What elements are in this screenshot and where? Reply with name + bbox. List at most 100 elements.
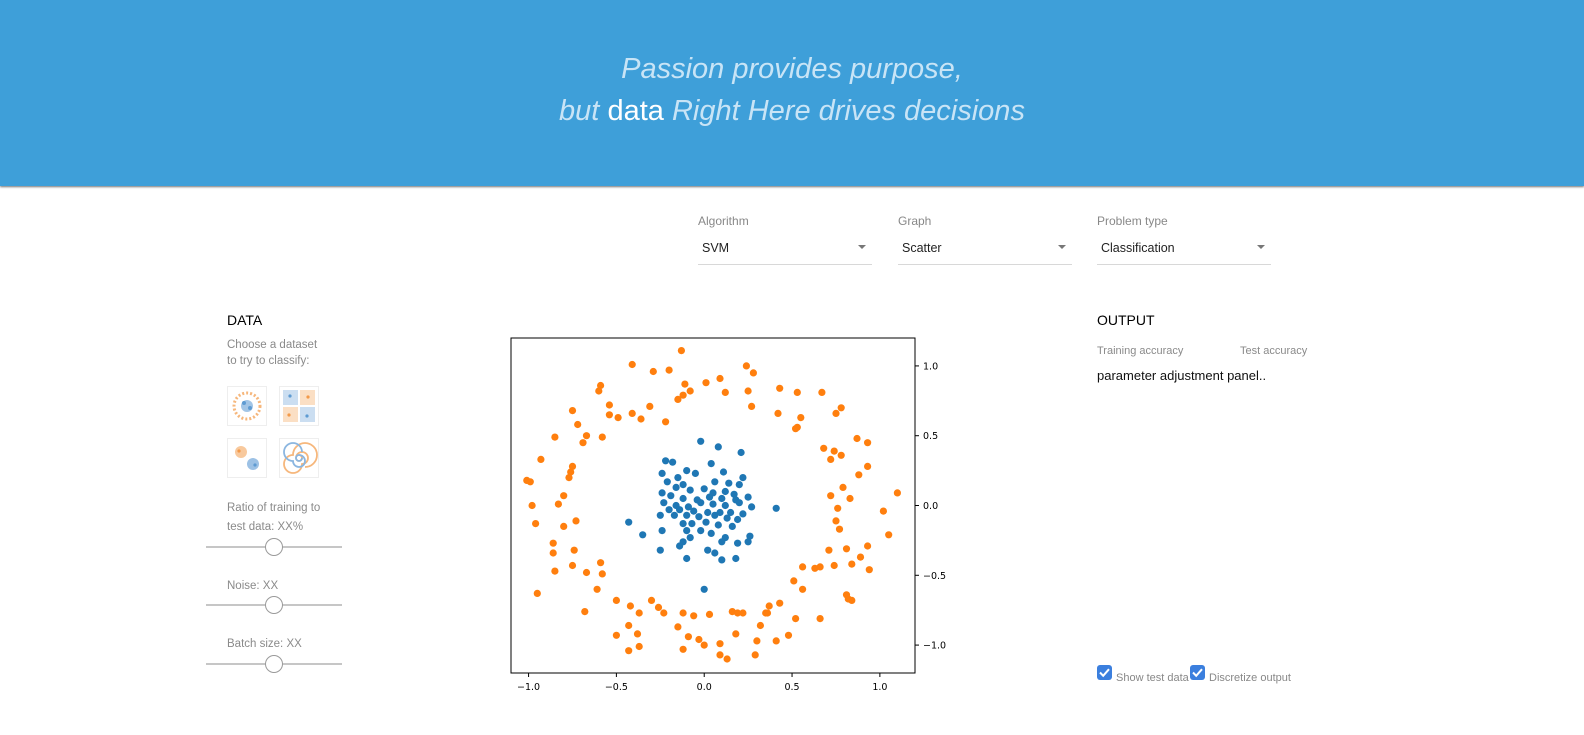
noise-slider[interactable] xyxy=(206,595,342,615)
algorithm-value: SVM xyxy=(702,241,730,255)
chevron-down-icon xyxy=(858,245,866,249)
outer-class-point xyxy=(839,483,847,491)
outer-class-point xyxy=(763,609,772,617)
outer-class-point xyxy=(749,369,757,377)
inner-class-point xyxy=(711,549,719,557)
show-test-data-checkbox[interactable] xyxy=(1097,665,1112,680)
algorithm-label: Algorithm xyxy=(698,214,749,228)
outer-class-point xyxy=(856,553,865,561)
inner-class-point xyxy=(658,527,666,535)
outer-class-point xyxy=(799,563,807,571)
outer-class-point xyxy=(879,507,887,515)
inner-class-point xyxy=(744,493,752,501)
outer-class-point xyxy=(597,381,605,390)
dataset-circle-thumbnail[interactable] xyxy=(227,386,267,426)
slider-thumb[interactable] xyxy=(265,596,283,614)
outer-class-point xyxy=(793,388,801,396)
outer-class-point xyxy=(686,387,694,395)
outer-class-point xyxy=(818,388,826,396)
outer-class-point xyxy=(537,455,545,463)
outer-class-point xyxy=(816,615,824,623)
inner-class-point xyxy=(721,501,729,510)
outer-class-point xyxy=(790,577,798,585)
outer-class-point xyxy=(679,645,687,653)
outer-class-point xyxy=(598,433,606,441)
outer-class-point xyxy=(554,500,562,508)
inner-class-point xyxy=(683,527,691,535)
inner-class-point xyxy=(711,511,719,519)
outer-class-point xyxy=(885,531,893,539)
inner-class-point xyxy=(665,506,673,514)
outer-class-point xyxy=(739,609,747,617)
outer-class-point xyxy=(681,380,689,388)
banner-prefix: but xyxy=(559,95,600,127)
output-placeholder-text: parameter adjustment panel.. xyxy=(1097,368,1267,383)
outer-class-point xyxy=(581,608,589,616)
outer-class-point xyxy=(756,621,764,630)
discretize-output-checkbox[interactable] xyxy=(1190,665,1205,680)
inner-class-point xyxy=(728,522,736,530)
outer-class-point xyxy=(528,501,536,510)
inner-class-point xyxy=(732,554,740,563)
x-tick-label: 0.5 xyxy=(784,682,799,693)
data-section-title: DATA xyxy=(227,312,263,328)
inner-class-point xyxy=(656,511,664,519)
dataset-xor-thumbnail[interactable] xyxy=(279,386,319,426)
outer-class-point xyxy=(700,641,708,649)
problem-type-select[interactable]: Problem type Classification xyxy=(1097,214,1271,265)
inner-class-point xyxy=(667,492,675,500)
outer-class-point xyxy=(579,439,587,447)
inner-class-point xyxy=(625,518,633,526)
inner-class-point xyxy=(683,467,691,475)
outer-class-point xyxy=(598,570,606,578)
banner-highlight: data xyxy=(607,95,664,127)
dataset-spiral-thumbnail[interactable] xyxy=(279,438,319,478)
y-axis: 1.0 0.5 0.0 −0.5 −1.0 xyxy=(915,361,946,652)
inner-class-point xyxy=(660,499,668,507)
output-section-title: OUTPUT xyxy=(1097,312,1155,328)
outer-class-point xyxy=(837,451,845,459)
slider-thumb[interactable] xyxy=(265,538,283,556)
inner-class-point xyxy=(714,443,722,451)
outer-class-point xyxy=(654,603,663,611)
inner-class-point xyxy=(686,486,694,494)
test-accuracy-label: Test accuracy xyxy=(1240,345,1308,357)
outer-class-point xyxy=(864,542,872,550)
ratio-slider[interactable] xyxy=(206,537,342,557)
outer-class-point xyxy=(702,379,710,387)
problem-type-label: Problem type xyxy=(1097,214,1168,228)
outer-class-point xyxy=(551,567,559,575)
outer-class-point xyxy=(837,404,845,412)
outer-class-point xyxy=(695,635,703,644)
inner-class-point xyxy=(688,520,696,528)
algorithm-select[interactable]: Algorithm SVM xyxy=(698,214,872,265)
outer-class-point xyxy=(820,444,828,452)
x-tick-label: 0.0 xyxy=(697,682,712,693)
batch-size-slider[interactable] xyxy=(206,654,342,674)
outer-class-point xyxy=(625,621,633,630)
inner-class-point xyxy=(700,485,708,493)
dataset-gaussian-thumbnail[interactable] xyxy=(227,438,267,478)
outer-class-point xyxy=(568,561,577,570)
inner-class-point xyxy=(704,508,712,517)
outer-class-point xyxy=(751,651,759,659)
outer-class-point xyxy=(567,468,575,476)
select-underline xyxy=(698,264,872,265)
outer-class-point xyxy=(626,602,634,610)
outer-class-point xyxy=(834,504,842,512)
outer-class-point xyxy=(742,362,750,370)
y-tick-label: 0.5 xyxy=(923,431,938,442)
slider-thumb[interactable] xyxy=(265,655,283,673)
outer-class-point xyxy=(684,633,692,641)
outer-class-point xyxy=(568,407,577,415)
outer-class-point xyxy=(665,366,673,374)
x-tick-label: −0.5 xyxy=(605,682,628,693)
inner-class-point xyxy=(663,478,671,486)
outer-class-point xyxy=(679,391,687,399)
outer-class-point xyxy=(572,517,580,525)
inner-class-point xyxy=(679,494,687,503)
outer-class-point xyxy=(835,525,844,533)
graph-select[interactable]: Graph Scatter xyxy=(898,214,1072,265)
circle-dataset-icon xyxy=(232,391,262,421)
banner-line-2: but data Right Here drives decisions xyxy=(0,95,1584,128)
